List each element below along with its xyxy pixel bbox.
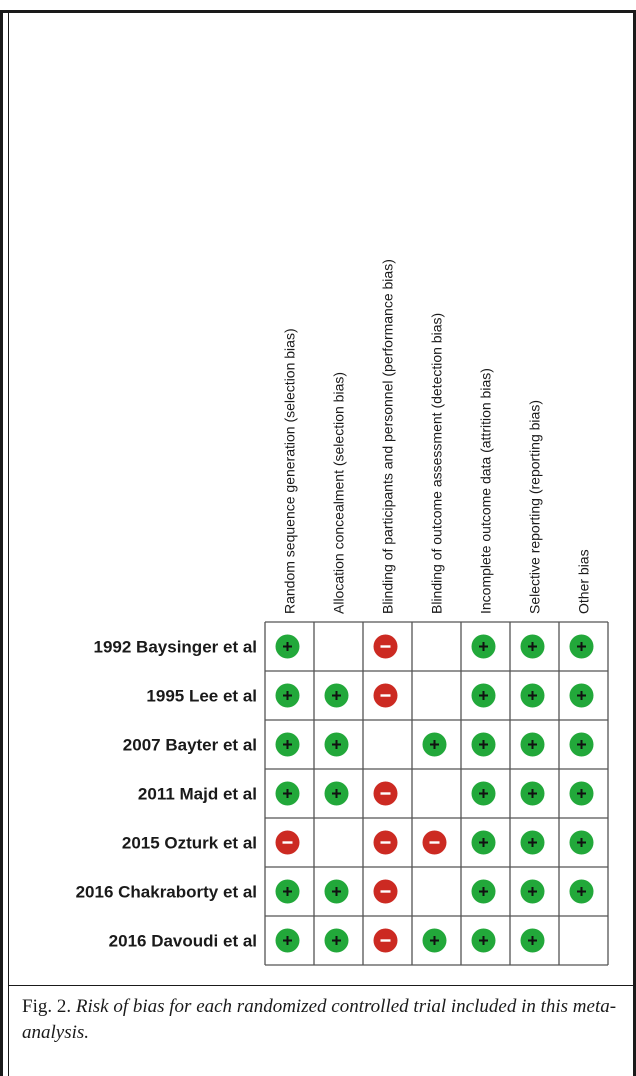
- low-risk-marker: [471, 928, 496, 953]
- row-label-4: 2011 Majd et al: [138, 785, 257, 804]
- column-header-2: Allocation concealment (selection bias): [331, 372, 347, 614]
- low-risk-marker: [569, 732, 594, 757]
- column-header-1: Random sequence generation (selection bi…: [282, 328, 298, 614]
- low-risk-marker: [471, 732, 496, 757]
- column-header-4: Blinding of outcome assessment (detectio…: [429, 313, 445, 614]
- row-label-3: 2007 Bayter et al: [123, 736, 257, 755]
- high-risk-marker: [373, 683, 398, 708]
- low-risk-marker: [324, 732, 349, 757]
- low-risk-marker: [569, 879, 594, 904]
- low-risk-marker: [275, 781, 300, 806]
- low-risk-marker: [422, 732, 447, 757]
- low-risk-marker: [275, 879, 300, 904]
- low-risk-marker: [520, 928, 545, 953]
- low-risk-marker: [569, 830, 594, 855]
- low-risk-marker: [569, 781, 594, 806]
- low-risk-marker: [275, 928, 300, 953]
- high-risk-marker: [373, 830, 398, 855]
- high-risk-marker: [422, 830, 447, 855]
- figure-caption: Fig. 2. Risk of bias for each randomized…: [22, 994, 622, 1046]
- high-risk-marker: [373, 879, 398, 904]
- low-risk-marker: [422, 928, 447, 953]
- low-risk-marker: [275, 634, 300, 659]
- row-label-7: 2016 Davoudi et al: [109, 932, 257, 951]
- column-header-5: Incomplete outcome data (attrition bias): [478, 368, 494, 614]
- low-risk-marker: [275, 683, 300, 708]
- caption-label: Fig. 2.: [22, 996, 72, 1017]
- high-risk-marker: [275, 830, 300, 855]
- high-risk-marker: [373, 928, 398, 953]
- row-label-1: 1992 Baysinger et al: [94, 638, 257, 657]
- low-risk-marker: [324, 928, 349, 953]
- low-risk-marker: [569, 683, 594, 708]
- high-risk-marker: [373, 634, 398, 659]
- low-risk-marker: [520, 781, 545, 806]
- low-risk-marker: [324, 781, 349, 806]
- low-risk-marker: [471, 634, 496, 659]
- low-risk-marker: [520, 732, 545, 757]
- low-risk-marker: [275, 732, 300, 757]
- row-label-6: 2016 Chakraborty et al: [76, 883, 257, 902]
- low-risk-marker: [569, 634, 594, 659]
- low-risk-marker: [471, 683, 496, 708]
- low-risk-marker: [471, 781, 496, 806]
- low-risk-marker: [324, 683, 349, 708]
- low-risk-marker: [471, 879, 496, 904]
- row-label-2: 1995 Lee et al: [146, 687, 257, 706]
- row-label-5: 2015 Ozturk et al: [122, 834, 257, 853]
- high-risk-marker: [373, 781, 398, 806]
- low-risk-marker: [324, 879, 349, 904]
- column-header-3: Blinding of participants and personnel (…: [380, 259, 396, 614]
- caption-text: Risk of bias for each randomized control…: [22, 996, 617, 1043]
- low-risk-marker: [471, 830, 496, 855]
- low-risk-marker: [520, 830, 545, 855]
- column-header-7: Other bias: [576, 549, 592, 614]
- low-risk-marker: [520, 683, 545, 708]
- column-header-6: Selective reporting (reporting bias): [527, 400, 543, 614]
- risk-of-bias-chart: Random sequence generation (selection bi…: [76, 259, 609, 966]
- low-risk-marker: [520, 634, 545, 659]
- low-risk-marker: [520, 879, 545, 904]
